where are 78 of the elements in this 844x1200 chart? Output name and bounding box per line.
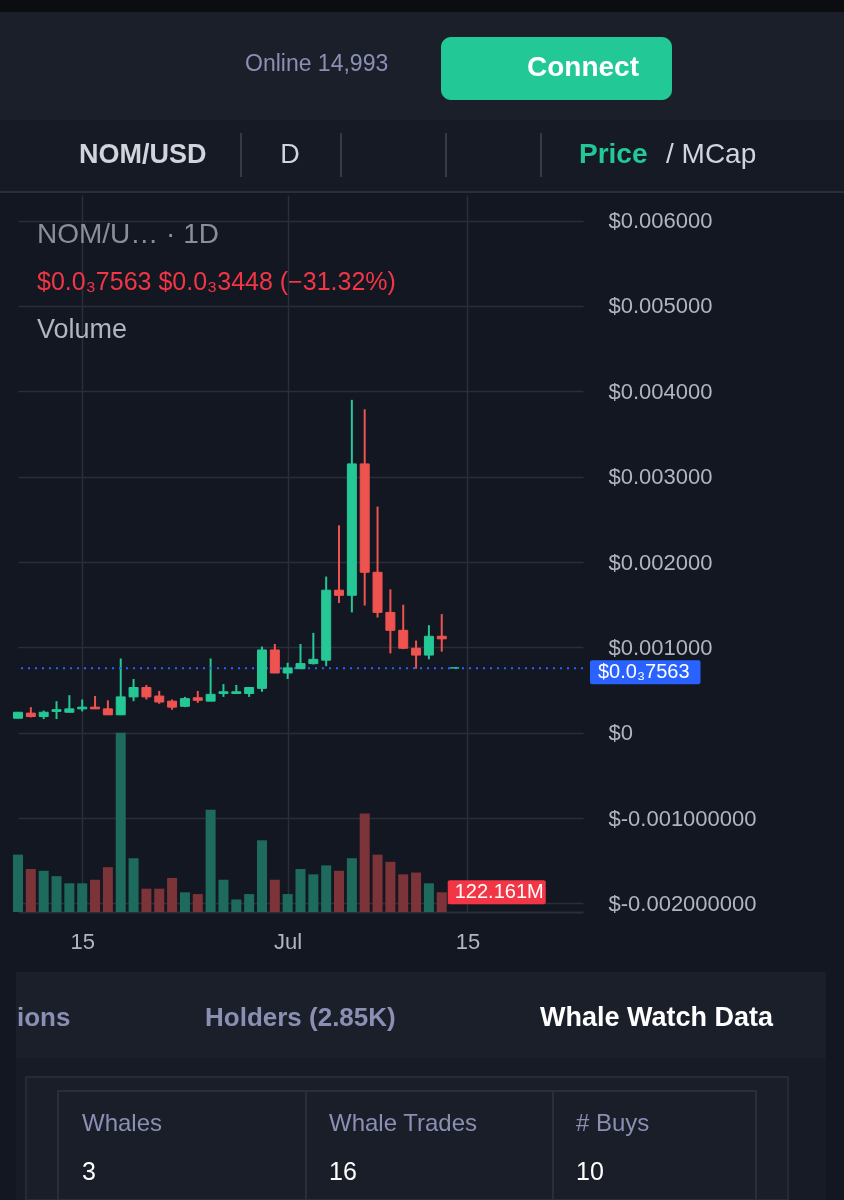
candlestick: [269, 642, 280, 674]
y-tick-label: $0.003000: [608, 464, 713, 490]
bar: [269, 879, 280, 912]
text: Connect: [527, 51, 639, 82]
y-tick-label: $-0.002000000: [608, 890, 757, 916]
bar: [154, 888, 165, 912]
text: NOM/U… · 1D: [37, 218, 219, 249]
bar: [244, 894, 255, 912]
text: Holders (2.85K): [205, 1002, 396, 1032]
ref-line-label: $0.0₃7563: [598, 660, 690, 683]
x-tick-label: 15: [70, 928, 95, 954]
y-tick-label: $0: [608, 720, 633, 746]
bar: [115, 732, 126, 912]
bar: [51, 876, 62, 912]
bar: [256, 840, 267, 912]
y-tick-label: $-0.001000000: [608, 805, 757, 831]
text: Whale Watch Data: [540, 1002, 775, 1032]
candlestick: [308, 631, 319, 666]
bar: [38, 870, 49, 912]
annotation: 122.161M: [454, 880, 544, 903]
x-tick-label: Jul: [274, 928, 303, 954]
bar: [179, 892, 190, 912]
bar: [411, 872, 422, 912]
text: D: [280, 139, 300, 169]
text: # Buys: [576, 1109, 650, 1136]
candlestick: [205, 657, 216, 703]
text: Whales: [82, 1109, 163, 1136]
bar: [128, 858, 139, 912]
text: 10: [576, 1157, 604, 1185]
candlestick: [128, 677, 139, 703]
text: 3: [82, 1157, 96, 1185]
bar: [321, 865, 332, 912]
text: 16: [329, 1157, 357, 1185]
bar: [218, 879, 229, 912]
candlestick: [398, 603, 409, 651]
bar: [141, 888, 152, 912]
bar: [205, 809, 216, 912]
candlestick: [385, 588, 396, 655]
bar: [372, 854, 383, 912]
candlestick: [334, 524, 345, 605]
text: $0.0₃7563 $0.0₃3448 (−31.32%): [37, 267, 396, 295]
bar: [167, 877, 178, 912]
bar: [64, 883, 75, 912]
text: / MCap: [666, 138, 757, 169]
bar: [231, 899, 242, 912]
bar: [385, 861, 396, 912]
bar: [25, 868, 36, 912]
x-tick-label: 15: [455, 928, 481, 954]
bar: [308, 874, 319, 912]
bar: [423, 883, 434, 912]
candlestick: [411, 639, 422, 670]
candlestick: [295, 642, 306, 670]
bar: [102, 867, 113, 912]
bar: [192, 894, 203, 912]
candlestick: [423, 624, 434, 661]
bar: [334, 870, 345, 912]
bar: [77, 883, 88, 912]
annotation: Volume: [37, 314, 128, 344]
bar: [90, 879, 101, 912]
text: Price: [579, 138, 648, 169]
y-tick-label: $0.001000: [608, 634, 713, 660]
bar: [282, 894, 293, 912]
bar: [359, 813, 370, 912]
y-tick-label: $0.004000: [608, 378, 713, 404]
y-tick-label: $0.005000: [608, 293, 713, 319]
y-tick-label: $0.002000: [608, 549, 713, 575]
text: Whale Trades: [329, 1109, 478, 1136]
text: NOM/USD: [79, 139, 207, 169]
bar: [398, 874, 409, 912]
text: Online 14,993: [245, 50, 389, 76]
candlestick: [436, 613, 447, 653]
bar: [436, 892, 447, 912]
bar: [346, 858, 357, 912]
text: ions: [17, 1002, 71, 1032]
y-tick-label: $0.006000: [608, 208, 713, 234]
bar: [295, 868, 306, 912]
candlestick: [115, 657, 126, 716]
bar: [13, 854, 23, 912]
